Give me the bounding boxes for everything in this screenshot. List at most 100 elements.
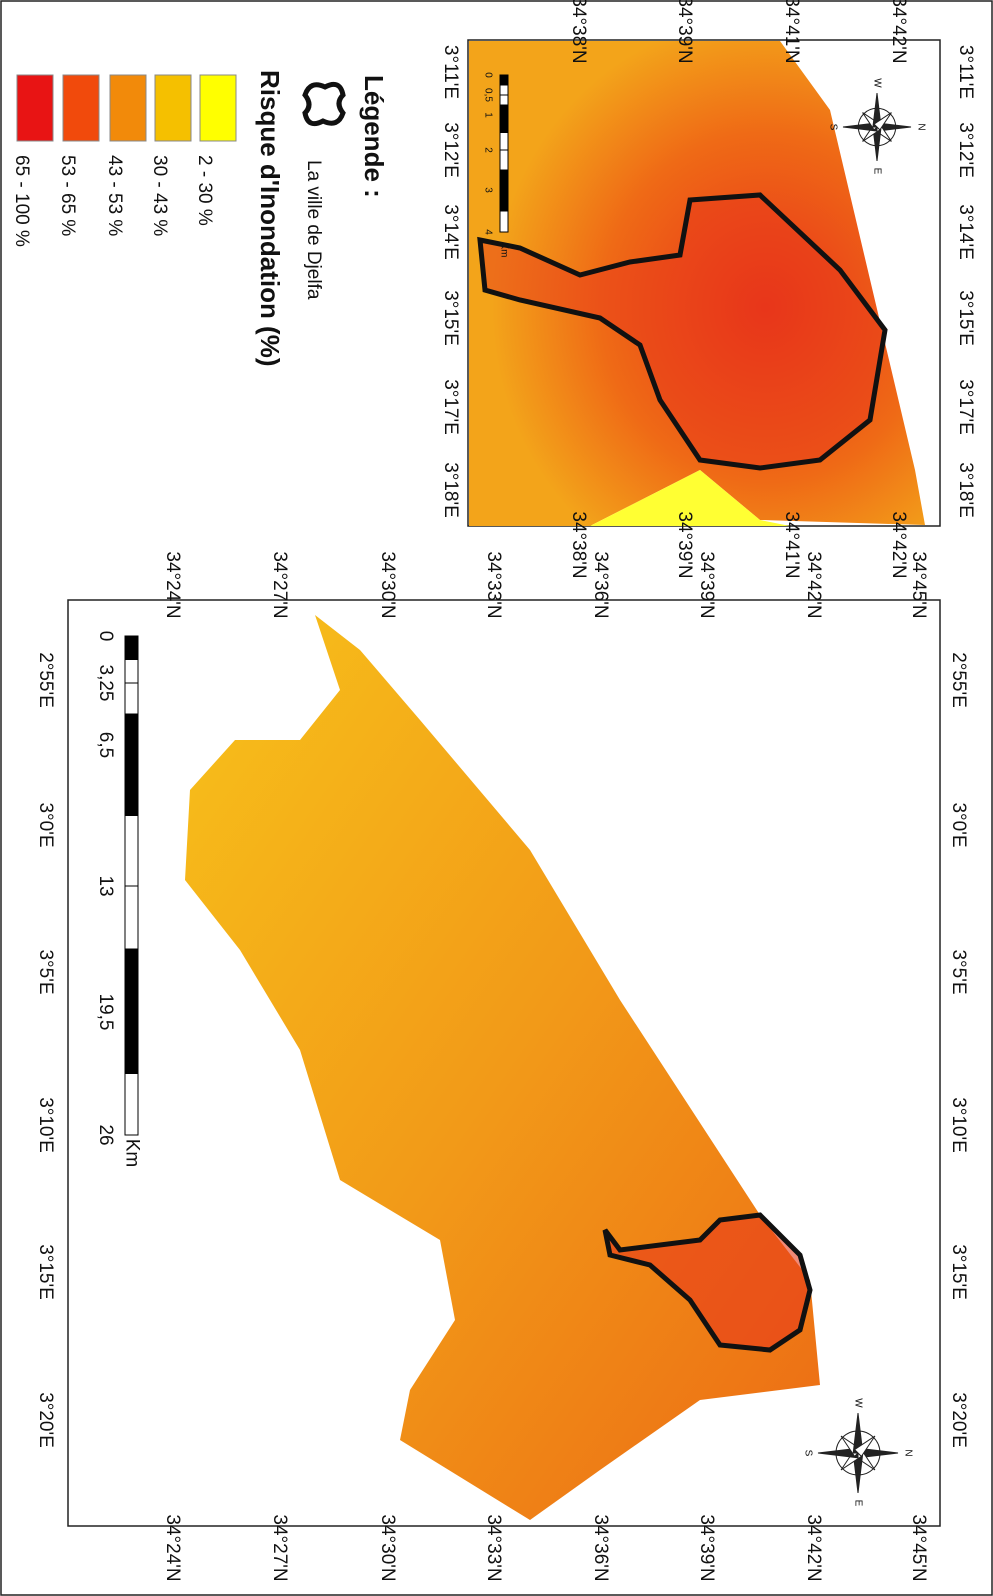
lon-label: 3°10'E (35, 1097, 56, 1153)
scale-label: 3,25 (95, 665, 116, 702)
lat-label: 34°42'N (803, 551, 824, 618)
main-raster (185, 615, 820, 1520)
compass-point (873, 112, 892, 131)
lon-label: 3°18'E (955, 462, 976, 518)
lon-label: 3°11'E (440, 45, 461, 99)
scale-segment (499, 114, 509, 133)
lon-label: 3°18'E (440, 462, 461, 518)
lon-label: 3°14'E (955, 204, 976, 260)
scale-segment (499, 149, 509, 171)
lat-label: 34°27'N (269, 551, 290, 618)
lat-label: 34°38'N (568, 0, 589, 64)
scale-segment (124, 1073, 139, 1136)
lon-label: 3°12'E (440, 122, 461, 178)
scale-segment (124, 885, 139, 950)
scale-segment (124, 744, 139, 816)
lat-label: 34°33'N (483, 551, 504, 618)
scale-segment (124, 713, 139, 746)
scale-segment (499, 210, 509, 233)
scale-segment (499, 189, 509, 212)
scale-segment (499, 84, 509, 96)
lat-label: 34°39'N (696, 1514, 717, 1581)
legend-class-label: 30 - 43 % (149, 155, 170, 236)
compass-south: S (827, 124, 838, 131)
legend-class-label: 53 - 65 % (57, 155, 78, 236)
lat-label: 34°42'N (803, 1514, 824, 1581)
lat-label: 34°41'N (781, 511, 802, 578)
lon-label: 3°20'E (948, 1392, 969, 1448)
scale-label: 19,5 (95, 994, 116, 1031)
lon-label: 3°5'E (35, 949, 56, 994)
lat-label: 34°39'N (674, 511, 695, 578)
lon-label: 3°0'E (948, 802, 969, 847)
compass-north: N (902, 1449, 913, 1456)
lon-label: 3°17'E (440, 379, 461, 435)
scale-label: 13 (95, 875, 116, 896)
scale-unit: Km (121, 1139, 142, 1168)
lon-label: 3°0'E (35, 802, 56, 847)
scale-segment (124, 815, 139, 887)
inset-edge (590, 470, 790, 526)
compass-east: E (852, 1500, 863, 1507)
scale-segment (124, 1011, 139, 1074)
scale-label: 0 (95, 631, 116, 642)
lon-label: 3°20'E (35, 1392, 56, 1448)
scale-unit: Km (498, 243, 509, 258)
compass-east: E (871, 168, 882, 175)
lat-label: 34°38'N (568, 511, 589, 578)
legend-swatch (154, 74, 192, 142)
scale-label: 6,5 (95, 732, 116, 758)
lat-label: 34°42'N (888, 0, 909, 64)
lat-label: 34°36'N (590, 551, 611, 618)
lat-label: 34°39'N (696, 551, 717, 618)
scale-label: 0 (482, 72, 493, 78)
compass-west: W (852, 1398, 863, 1408)
scale-segment (499, 94, 509, 106)
scale-segment (124, 682, 139, 715)
scale-segment (499, 104, 509, 116)
legend-title: Légende : (359, 75, 389, 198)
lon-label: 3°15'E (440, 290, 461, 346)
lon-label: 3°15'E (35, 1244, 56, 1300)
scale-label: 26 (95, 1124, 116, 1145)
lon-label: 3°15'E (948, 1244, 969, 1300)
legend-swatch (109, 74, 147, 142)
legend-class-label: 43 - 53 % (104, 155, 125, 236)
lon-label: 2°55'E (948, 652, 969, 708)
lat-label: 34°27'N (269, 1514, 290, 1581)
lon-label: 3°5'E (948, 949, 969, 994)
lon-label: 3°12'E (955, 122, 976, 178)
legend-class-label: 2 - 30 % (194, 155, 215, 226)
scale-segment (124, 948, 139, 1013)
lon-label: 3°14'E (440, 204, 461, 260)
legend-swatch (199, 74, 237, 142)
compass-south: S (802, 1450, 813, 1457)
scale-label: 4 (482, 229, 493, 235)
lat-label: 34°30'N (377, 551, 398, 618)
lat-label: 34°24'N (162, 551, 183, 618)
inset-city-outline (477, 192, 888, 471)
lat-label: 34°24'N (162, 1514, 183, 1581)
lat-label: 34°45'N (908, 551, 929, 618)
legend-swatch (16, 74, 54, 142)
scale-segment (499, 74, 509, 86)
lon-label: 2°55'E (35, 652, 56, 708)
legend-class-label: 65 - 100 % (11, 155, 32, 247)
scale-label: 2 (482, 147, 493, 153)
lon-label: 3°10'E (948, 1097, 969, 1153)
scale-label: 3 (482, 187, 493, 193)
scale-segment (124, 635, 139, 660)
scale-segment (499, 169, 509, 191)
legend-swatch (62, 74, 100, 142)
scale-label: 1 (482, 112, 493, 118)
compass-point (853, 1435, 876, 1458)
lon-label: 3°11'E (955, 45, 976, 99)
scale-segment (124, 659, 139, 684)
legend-risk-title: Risque d'Inondation (%) (255, 70, 285, 367)
lon-label: 3°17'E (955, 379, 976, 435)
lat-label: 34°42'N (888, 511, 909, 578)
legend-city: La ville de Djelfa (303, 160, 324, 300)
compass-west: W (871, 78, 882, 88)
